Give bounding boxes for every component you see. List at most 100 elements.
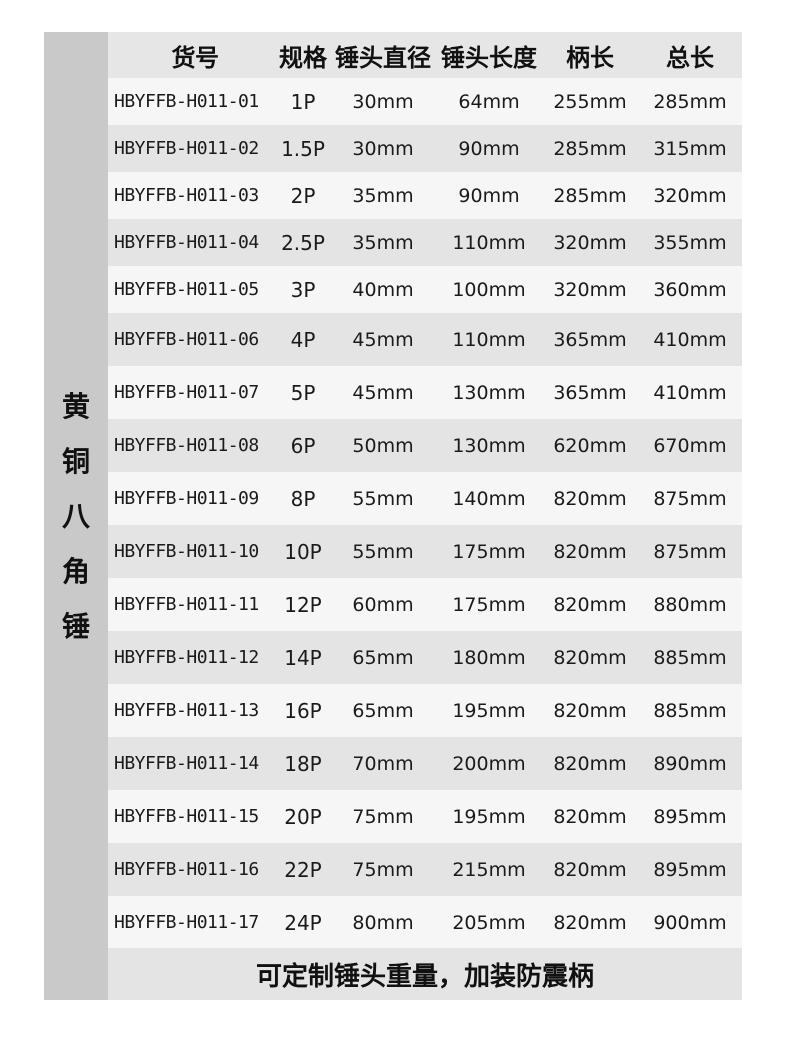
cell-head-length: 100mm bbox=[452, 278, 526, 301]
cell-item-no: HBYFFB-H011-05 bbox=[114, 279, 259, 300]
side-char: 铜 bbox=[61, 444, 90, 478]
table-row: HBYFFB-H011-04 2.5P 35mm 110mm 320mm 355mm bbox=[108, 219, 742, 266]
cell-head-length: 195mm bbox=[452, 805, 526, 828]
cell-total-length: 320mm bbox=[653, 184, 727, 207]
cell-handle-length: 820mm bbox=[553, 540, 627, 563]
cell-spec: 4P bbox=[290, 327, 316, 352]
cell-item-no: HBYFFB-H011-09 bbox=[114, 488, 259, 509]
header-head-diameter: 锤头直径 bbox=[335, 43, 431, 72]
cell-spec: 1.5P bbox=[281, 136, 325, 161]
header-total-length: 总长 bbox=[666, 43, 714, 72]
cell-head-diameter: 30mm bbox=[352, 90, 414, 113]
cell-total-length: 670mm bbox=[653, 434, 727, 457]
cell-head-diameter: 40mm bbox=[352, 278, 414, 301]
table-row: HBYFFB-H011-09 8P 55mm 140mm 820mm 875mm bbox=[108, 472, 742, 525]
cell-head-length: 130mm bbox=[452, 381, 526, 404]
side-char: 锤 bbox=[61, 609, 90, 643]
cell-spec: 10P bbox=[284, 539, 322, 564]
cell-spec: 2.5P bbox=[281, 230, 325, 255]
header-head-length: 锤头长度 bbox=[441, 43, 537, 72]
cell-head-length: 195mm bbox=[452, 699, 526, 722]
cell-handle-length: 285mm bbox=[553, 184, 627, 207]
cell-head-diameter: 75mm bbox=[352, 858, 414, 881]
cell-handle-length: 820mm bbox=[553, 858, 627, 881]
table-row: HBYFFB-H011-14 18P 70mm 200mm 820mm 890mm bbox=[108, 737, 742, 790]
cell-head-length: 215mm bbox=[452, 858, 526, 881]
cell-total-length: 360mm bbox=[653, 278, 727, 301]
table-row: HBYFFB-H011-11 12P 60mm 175mm 820mm 880mm bbox=[108, 578, 742, 631]
cell-total-length: 410mm bbox=[653, 381, 727, 404]
table-row: HBYFFB-H011-13 16P 65mm 195mm 820mm 885mm bbox=[108, 684, 742, 737]
cell-spec: 22P bbox=[284, 857, 322, 882]
header-item-no: 货号 bbox=[171, 43, 220, 72]
cell-item-no: HBYFFB-H011-12 bbox=[114, 647, 259, 668]
cell-handle-length: 820mm bbox=[553, 752, 627, 775]
cell-total-length: 355mm bbox=[653, 231, 727, 254]
cell-head-length: 180mm bbox=[452, 646, 526, 669]
cell-head-diameter: 50mm bbox=[352, 434, 414, 457]
spec-table: 货号 规格 锤头直径 锤头长度 柄长 总长 HBYFFB-H011-01 1P 30… bbox=[108, 32, 742, 949]
cell-head-diameter: 65mm bbox=[352, 646, 414, 669]
table-row: HBYFFB-H011-07 5P 45mm 130mm 365mm 410mm bbox=[108, 366, 742, 419]
table-row: HBYFFB-H011-17 24P 80mm 205mm 820mm 900mm bbox=[108, 896, 742, 949]
cell-head-length: 110mm bbox=[452, 231, 526, 254]
footer-note: 可定制锤头重量，加装防震柄 bbox=[108, 948, 742, 1000]
table-row: HBYFFB-H011-15 20P 75mm 195mm 820mm 895mm bbox=[108, 790, 742, 843]
header-spec: 规格 bbox=[279, 43, 327, 72]
cell-item-no: HBYFFB-H011-02 bbox=[114, 138, 259, 159]
cell-handle-length: 320mm bbox=[553, 231, 627, 254]
cell-item-no: HBYFFB-H011-15 bbox=[114, 806, 259, 827]
table-row: HBYFFB-H011-12 14P 65mm 180mm 820mm 885mm bbox=[108, 631, 742, 684]
cell-total-length: 890mm bbox=[653, 752, 727, 775]
cell-head-diameter: 30mm bbox=[352, 137, 414, 160]
cell-head-diameter: 35mm bbox=[352, 184, 414, 207]
cell-head-diameter: 45mm bbox=[352, 328, 414, 351]
cell-spec: 3P bbox=[290, 277, 316, 302]
cell-head-length: 90mm bbox=[458, 184, 520, 207]
cell-spec: 8P bbox=[290, 486, 316, 511]
side-char: 角 bbox=[61, 554, 90, 588]
cell-item-no: HBYFFB-H011-07 bbox=[114, 382, 259, 403]
cell-head-diameter: 45mm bbox=[352, 381, 414, 404]
cell-spec: 6P bbox=[290, 433, 316, 458]
cell-handle-length: 365mm bbox=[553, 328, 627, 351]
cell-head-diameter: 70mm bbox=[352, 752, 414, 775]
cell-item-no: HBYFFB-H011-04 bbox=[114, 232, 259, 253]
cell-head-length: 130mm bbox=[452, 434, 526, 457]
cell-handle-length: 820mm bbox=[553, 646, 627, 669]
cell-spec: 1P bbox=[290, 89, 316, 114]
cell-item-no: HBYFFB-H011-17 bbox=[114, 912, 259, 933]
cell-head-length: 175mm bbox=[452, 540, 526, 563]
cell-head-diameter: 60mm bbox=[352, 593, 414, 616]
cell-total-length: 895mm bbox=[653, 858, 727, 881]
cell-handle-length: 320mm bbox=[553, 278, 627, 301]
cell-handle-length: 820mm bbox=[553, 487, 627, 510]
cell-item-no: HBYFFB-H011-11 bbox=[114, 594, 259, 615]
table-header: 货号 规格 锤头直径 锤头长度 柄长 总长 bbox=[108, 32, 742, 78]
cell-spec: 20P bbox=[284, 804, 322, 829]
cell-spec: 2P bbox=[290, 183, 316, 208]
table-row: HBYFFB-H011-01 1P 30mm 64mm 255mm 285mm bbox=[108, 78, 742, 125]
cell-head-length: 205mm bbox=[452, 911, 526, 934]
cell-total-length: 885mm bbox=[653, 699, 727, 722]
cell-item-no: HBYFFB-H011-01 bbox=[114, 91, 259, 112]
cell-spec: 16P bbox=[284, 698, 322, 723]
cell-spec: 5P bbox=[290, 380, 316, 405]
cell-item-no: HBYFFB-H011-08 bbox=[114, 435, 259, 456]
cell-handle-length: 820mm bbox=[553, 593, 627, 616]
side-char: 黄 bbox=[61, 389, 90, 423]
cell-head-diameter: 55mm bbox=[352, 540, 414, 563]
cell-handle-length: 820mm bbox=[553, 699, 627, 722]
cell-handle-length: 820mm bbox=[553, 805, 627, 828]
cell-head-length: 175mm bbox=[452, 593, 526, 616]
cell-spec: 14P bbox=[284, 645, 322, 670]
cell-head-length: 110mm bbox=[452, 328, 526, 351]
cell-head-length: 64mm bbox=[458, 90, 520, 113]
cell-total-length: 895mm bbox=[653, 805, 727, 828]
cell-item-no: HBYFFB-H011-10 bbox=[114, 541, 259, 562]
table-row: HBYFFB-H011-03 2P 35mm 90mm 285mm 320mm bbox=[108, 172, 742, 219]
cell-spec: 12P bbox=[284, 592, 322, 617]
cell-head-length: 90mm bbox=[458, 137, 520, 160]
cell-handle-length: 820mm bbox=[553, 911, 627, 934]
cell-item-no: HBYFFB-H011-14 bbox=[114, 753, 259, 774]
